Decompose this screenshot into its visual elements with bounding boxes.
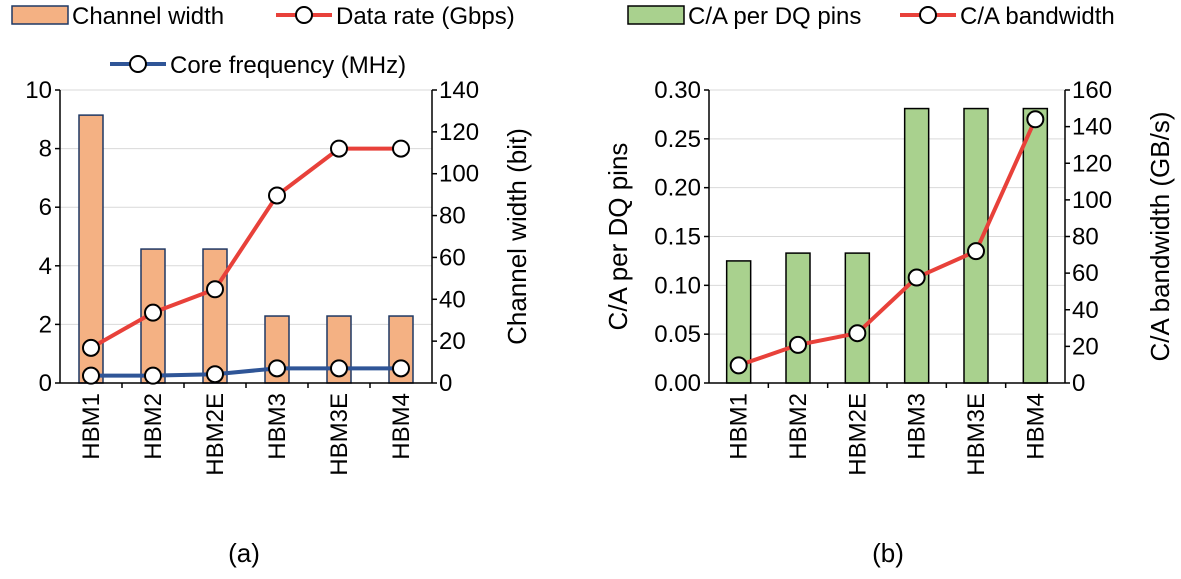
left-tick-label: 10 [25,77,52,104]
left-tick-label: 0.20 [654,175,701,202]
bar-hbm1 [78,114,104,384]
legend-label: C/A bandwidth [960,3,1115,30]
point-hbm3e [330,359,348,378]
right-tick-label: 100 [439,161,479,188]
category-label: HBM4 [1022,393,1049,460]
left-tick-label: 0.30 [654,77,701,104]
right-tick-label: 40 [1072,297,1099,324]
point-hbm4 [392,139,410,158]
panel-caption: (b) [872,538,904,568]
point-hbm2e [848,324,867,343]
point-hbm2e [206,365,224,384]
right-tick-label: 40 [439,286,466,313]
left-tick-label: 0.00 [654,370,701,397]
left-tick-label: 0.05 [654,321,701,348]
right-tick-label: 120 [1072,150,1112,177]
category-label: HBM3 [264,393,291,460]
legend-marker [919,6,937,24]
series-line [91,366,401,378]
left-tick-label: 6 [39,194,52,221]
right-tick-label: 0 [439,370,452,397]
left-tick-label: 0 [39,370,52,397]
point-hbm1 [82,366,100,385]
left-tick-label: 2 [39,311,52,338]
legend-label: Data rate (Gbps) [336,3,515,30]
right-tick-label: 20 [439,328,466,355]
right-tick-label: 60 [439,244,466,271]
left-tick-label: 4 [39,253,52,280]
point-hbm3 [907,268,926,287]
category-label: HBM3 [904,393,931,460]
right-tick-label: 140 [439,77,479,104]
point-hbm3 [268,186,286,205]
legend-marker [295,6,313,24]
left-tick-label: 0.15 [654,224,701,251]
left-tick-label: 8 [39,136,52,163]
point-hbm2e [206,280,224,299]
point-hbm1 [82,338,100,357]
right-tick-label: 80 [439,203,466,230]
right-tick-label: 100 [1072,187,1112,214]
left-tick-label: 0.25 [654,126,701,153]
category-label: HBM4 [388,393,415,460]
bar-hbm3 [903,107,930,384]
right-axis-title: Channel width (bit) [502,128,532,345]
bar-hbm2e [844,252,871,384]
point-hbm4 [1026,110,1045,129]
point-hbm4 [392,359,410,378]
point-hbm2 [144,366,162,385]
point-hbm3e [330,139,348,158]
left-tick-label: 0.10 [654,272,701,299]
legend-swatch [627,5,685,25]
category-label: HBM3E [963,393,990,476]
point-hbm3e [967,242,985,261]
legend-marker [129,55,147,73]
right-tick-label: 120 [439,119,479,146]
right-tick-label: 160 [1072,77,1112,104]
right-tick-label: 60 [1072,260,1099,287]
point-hbm1 [729,356,748,375]
right-tick-label: 140 [1072,114,1112,141]
panel-caption: (a) [228,538,260,568]
point-hbm3 [268,359,286,378]
right-tick-label: 0 [1072,370,1085,397]
legend-label: Core frequency (MHz) [170,52,406,79]
right-tick-label: 20 [1072,333,1099,360]
category-label: HBM3E [326,393,353,476]
right-tick-label: 80 [1072,224,1099,251]
point-hbm2 [144,303,162,322]
point-hbm2 [789,335,807,354]
category-label: HBM2 [785,393,812,460]
category-label: HBM1 [78,393,105,460]
bar-hbm2 [785,252,811,384]
left-axis-title: C/A per DQ pins [603,143,633,331]
series-line [738,118,1038,368]
legend-swatch [11,5,69,25]
category-label: HBM1 [726,393,753,460]
category-label: HBM2E [202,393,229,476]
category-label: HBM2E [844,393,871,476]
legend-label: C/A per DQ pins [688,3,861,30]
category-label: HBM2 [140,393,167,460]
series-line [90,146,401,350]
bar-hbm4 [1022,107,1049,384]
legend-label: Channel width [72,3,224,30]
bar-hbm2e [202,248,228,384]
right-axis-title: C/A bandwidth (GB/s) [1145,112,1175,362]
